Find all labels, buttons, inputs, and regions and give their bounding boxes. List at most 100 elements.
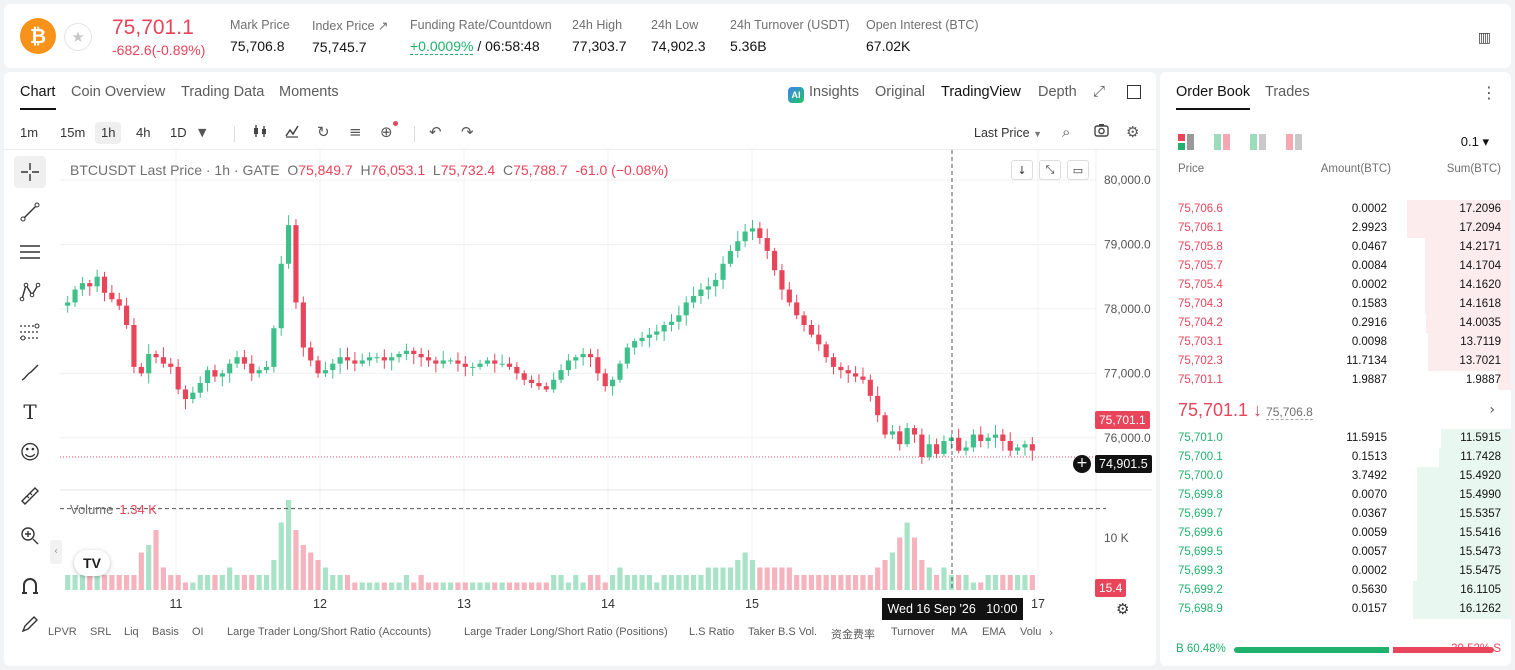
indicator-ema[interactable]: EMA [982,626,1006,638]
indicator-taker-bs-vol[interactable]: Taker B.S Vol. [748,626,818,638]
timeframe-1h[interactable]: 1h [95,122,122,144]
redo-icon[interactable]: ↷ [461,123,474,141]
indicator-ls-ratio[interactable]: L.S Ratio [689,626,735,638]
timeframe-1d[interactable]: 1D [170,125,187,140]
add-order-plus-icon[interactable]: + [1073,455,1091,473]
favorite-star-icon[interactable]: ★ [64,23,92,51]
indicator-lpvr[interactable]: LPVR [48,626,77,638]
replay-icon[interactable]: ↻ [317,123,330,141]
bid-row[interactable]: 75,698.9 0.0157 16.1262 [1160,600,1511,619]
price-source-select[interactable]: Last Price ▼ [974,126,1042,140]
indicator-lt-ratio-accounts[interactable]: Large Trader Long/Short Ratio (Accounts) [227,626,432,638]
expand-icon[interactable]: ⤢ [1093,82,1106,100]
timeframe-1m[interactable]: 1m [20,125,39,140]
chevron-right-icon[interactable]: › [1049,626,1054,639]
ask-row[interactable]: 75,702.3 11.7134 13.7021 [1160,352,1511,371]
axis-settings-icon[interactable]: ⚙ [1116,600,1130,618]
collapse-toolbar-icon[interactable]: ‹ [50,540,62,564]
window-icon[interactable] [1127,85,1141,99]
indicator-basis[interactable]: Basis [152,626,179,638]
pencil-tool-icon[interactable] [14,608,46,640]
zoom-tool-icon[interactable] [14,520,46,552]
camera-icon[interactable] [1094,123,1109,141]
scroll-down-icon[interactable]: ↓ [1011,160,1033,180]
ask-row[interactable]: 75,706.1 2.9923 17.2094 [1160,219,1511,238]
timeframe-15m[interactable]: 15m [60,125,86,140]
ruler-tool-icon[interactable] [14,480,46,512]
chevron-right-icon[interactable]: › [1489,402,1495,418]
candle-body [749,228,756,232]
bid-row[interactable]: 75,699.5 0.0057 15.5473 [1160,543,1511,562]
pattern-tool-icon[interactable] [14,276,46,308]
asks-view-icon[interactable] [1286,134,1302,150]
ask-row[interactable]: 75,705.4 0.0002 14.1620 [1160,276,1511,295]
fullscreen-icon[interactable]: ▭ [1067,160,1089,180]
emoji-tool-icon[interactable]: ☺ [19,440,41,464]
horizontal-lines-tool-icon[interactable] [14,236,46,268]
book-icon[interactable]: ▥ [1477,30,1491,46]
ask-row[interactable]: 75,706.6 0.0002 17.2096 [1160,200,1511,219]
indicator-oi[interactable]: OI [192,626,204,638]
trend-line-tool-icon[interactable] [14,196,46,228]
ask-row[interactable]: 75,705.8 0.0467 14.2171 [1160,238,1511,257]
indicator-ma[interactable]: MA [951,626,968,638]
candle-body [1022,444,1028,448]
timeframe-4h[interactable]: 4h [136,125,151,140]
indicators-icon[interactable] [284,123,300,143]
settings-gear-icon[interactable]: ⚙ [1126,123,1140,141]
bid-row[interactable]: 75,699.7 0.0367 15.5357 [1160,505,1511,524]
indicator-turnover[interactable]: Turnover [891,626,935,638]
tab-tradingview[interactable]: TradingView [941,84,1021,100]
candlestick-chart[interactable]: 80,000.0 79,000.0 78,000.0 77,000.0 76,000.0… [60,150,1156,620]
brush-tool-icon[interactable] [14,356,46,388]
search-icon[interactable]: ⌕ [1062,123,1071,141]
stat-funding-rate[interactable]: Funding Rate/Countdown +0.0009% / 06:58:… [410,18,552,55]
ask-row[interactable]: 75,704.3 0.1583 14.1618 [1160,295,1511,314]
indicator-srl[interactable]: SRL [90,626,112,638]
tab-trading-data[interactable]: Trading Data [181,84,265,100]
bid-row[interactable]: 75,700.1 0.1513 11.7428 [1160,448,1511,467]
fib-tool-icon[interactable] [14,316,46,348]
ask-row[interactable]: 75,705.7 0.0084 14.1704 [1160,257,1511,276]
crosshair-tool-icon[interactable] [14,156,46,188]
tab-moments[interactable]: Moments [279,84,339,100]
bid-row[interactable]: 75,699.8 0.0070 15.4990 [1160,486,1511,505]
indicator-lt-ratio-positions[interactable]: Large Trader Long/Short Ratio (Positions… [464,626,668,638]
ask-row[interactable]: 75,704.2 0.2916 14.0035 [1160,314,1511,333]
tab-chart[interactable]: Chart [20,84,56,100]
bids-view-icon[interactable] [1250,134,1266,150]
mixed-view-icon[interactable] [1214,134,1230,150]
indicator-funding-rate[interactable]: 资金费率 [831,628,875,641]
templates-icon[interactable]: ≡ [349,123,362,141]
bid-row[interactable]: 75,699.6 0.0059 15.5416 [1160,524,1511,543]
tick-size-select[interactable]: 0.1 ▾ [1460,134,1489,149]
tab-order-book[interactable]: Order Book [1176,84,1251,100]
tab-insights[interactable]: AI Insights [788,84,859,103]
collapse-arrows-icon[interactable]: ⤡ [1039,160,1061,180]
both-sides-view-icon[interactable] [1178,134,1194,150]
tab-depth[interactable]: Depth [1038,84,1077,100]
tradingview-logo[interactable]: TV [74,550,110,576]
bid-row[interactable]: 75,699.3 0.0002 15.5475 [1160,562,1511,581]
bid-row[interactable]: 75,699.2 0.5630 16.1105 [1160,581,1511,600]
tab-trades[interactable]: Trades [1265,84,1310,100]
add-alert-icon[interactable]: ⊕ [380,121,398,141]
chevron-down-icon[interactable]: ▼ [198,126,207,139]
indicator-liq[interactable]: Liq [124,626,139,638]
mid-price[interactable]: 75,701.1 ↓ 75,706.8 [1178,400,1313,421]
ask-row[interactable]: 75,703.1 0.0098 13.7119 [1160,333,1511,352]
text-tool-icon[interactable]: T [23,400,37,424]
undo-icon[interactable]: ↶ [429,123,442,141]
more-options-icon[interactable]: ⋮ [1481,83,1497,102]
tab-coin-overview[interactable]: Coin Overview [71,84,166,100]
indicator-volume[interactable]: Volu [1020,626,1042,638]
ask-row[interactable]: 75,701.1 1.9887 1.9887 [1160,371,1511,390]
bid-row[interactable]: 75,700.0 3.7492 15.4920 [1160,467,1511,486]
tab-original[interactable]: Original [875,84,925,100]
magnet-tool-icon[interactable] [14,570,46,602]
bid-row[interactable]: 75,701.0 11.5915 11.5915 [1160,429,1511,448]
current-price-tag: 75,701.1 [1095,411,1150,429]
stat-index-price[interactable]: Index Price ↗ 75,745.7 [312,18,388,55]
candle-type-icon[interactable] [252,123,268,143]
ohlc-low-label: L [432,162,441,178]
